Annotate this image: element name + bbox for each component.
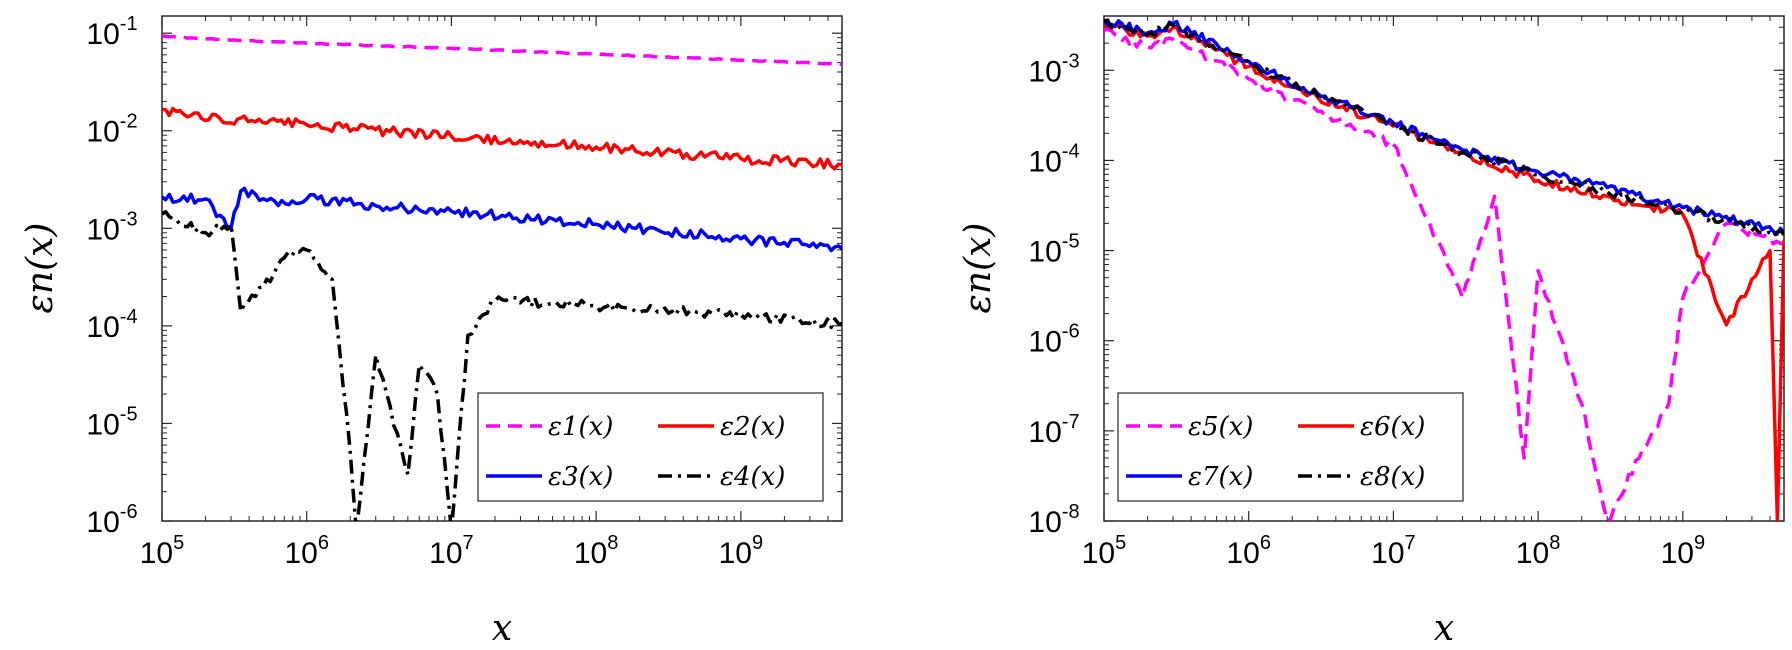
x-axis-label: x (492, 608, 512, 649)
legend-box (1117, 392, 1464, 502)
y-axis-label: εn(x) (20, 223, 61, 314)
x-tick-label: 109 (719, 532, 764, 570)
series-line-1 (1104, 27, 1784, 521)
series-line-4 (1104, 18, 1784, 239)
legend-label: ε1(x) (548, 412, 613, 442)
series-line-1 (162, 34, 842, 67)
legend-box (477, 392, 824, 502)
y-tick-label: 10-5 (1028, 231, 1079, 269)
y-tick-label: 10-1 (86, 13, 137, 51)
y-tick-label: 10-3 (86, 208, 137, 246)
x-tick-label: 107 (1371, 532, 1416, 570)
legend: ε1(x) ε2(x) ε3(x) ε4(x) (477, 392, 824, 502)
y-tick-label: 10-7 (1028, 411, 1079, 449)
x-tick-label: 109 (1661, 532, 1706, 570)
y-tick-label: 10-4 (1028, 140, 1079, 178)
series-line-3 (162, 186, 842, 253)
y-tick-label: 10-5 (86, 403, 137, 441)
chart-right: 105 106 107 108 109 10-3 10-4 10-5 10-6 10-7 10-8 x… (958, 15, 1785, 649)
legend-label: ε5(x) (1188, 412, 1253, 442)
x-tick-label: 105 (140, 532, 185, 570)
chart-left: 105 106 107 108 109 10-1 10-2 10-3 10-4 10-5 10-6 x… (20, 13, 843, 649)
y-tick-label: 10-6 (1028, 321, 1079, 359)
x-axis-label: x (1434, 608, 1454, 649)
y-tick-label: 10-8 (1028, 501, 1079, 539)
series-line-2 (162, 106, 842, 171)
y-tick-label: 10-2 (86, 111, 137, 149)
legend-label: ε7(x) (1188, 462, 1253, 492)
legend-label: ε8(x) (1360, 462, 1425, 492)
series-line-3 (1104, 19, 1784, 237)
legend-label: ε6(x) (1360, 412, 1425, 442)
y-axis-label: εn(x) (958, 223, 999, 314)
legend: ε5(x) ε6(x) ε7(x) ε8(x) (1117, 392, 1464, 502)
y-tick-label: 10-4 (86, 306, 137, 344)
series-line-4 (162, 209, 842, 521)
legend-label: ε4(x) (720, 462, 785, 492)
x-tick-label: 105 (1082, 532, 1127, 570)
y-tick-label: 10-6 (86, 501, 137, 539)
x-tick-label: 106 (284, 532, 329, 570)
y-tick-label: 10-3 (1028, 50, 1079, 88)
x-tick-label: 106 (1226, 532, 1271, 570)
x-tick-label: 108 (574, 532, 619, 570)
x-tick-label: 108 (1516, 532, 1561, 570)
legend-label: ε2(x) (720, 412, 785, 442)
legend-label: ε3(x) (548, 462, 613, 492)
x-tick-label: 107 (429, 532, 474, 570)
